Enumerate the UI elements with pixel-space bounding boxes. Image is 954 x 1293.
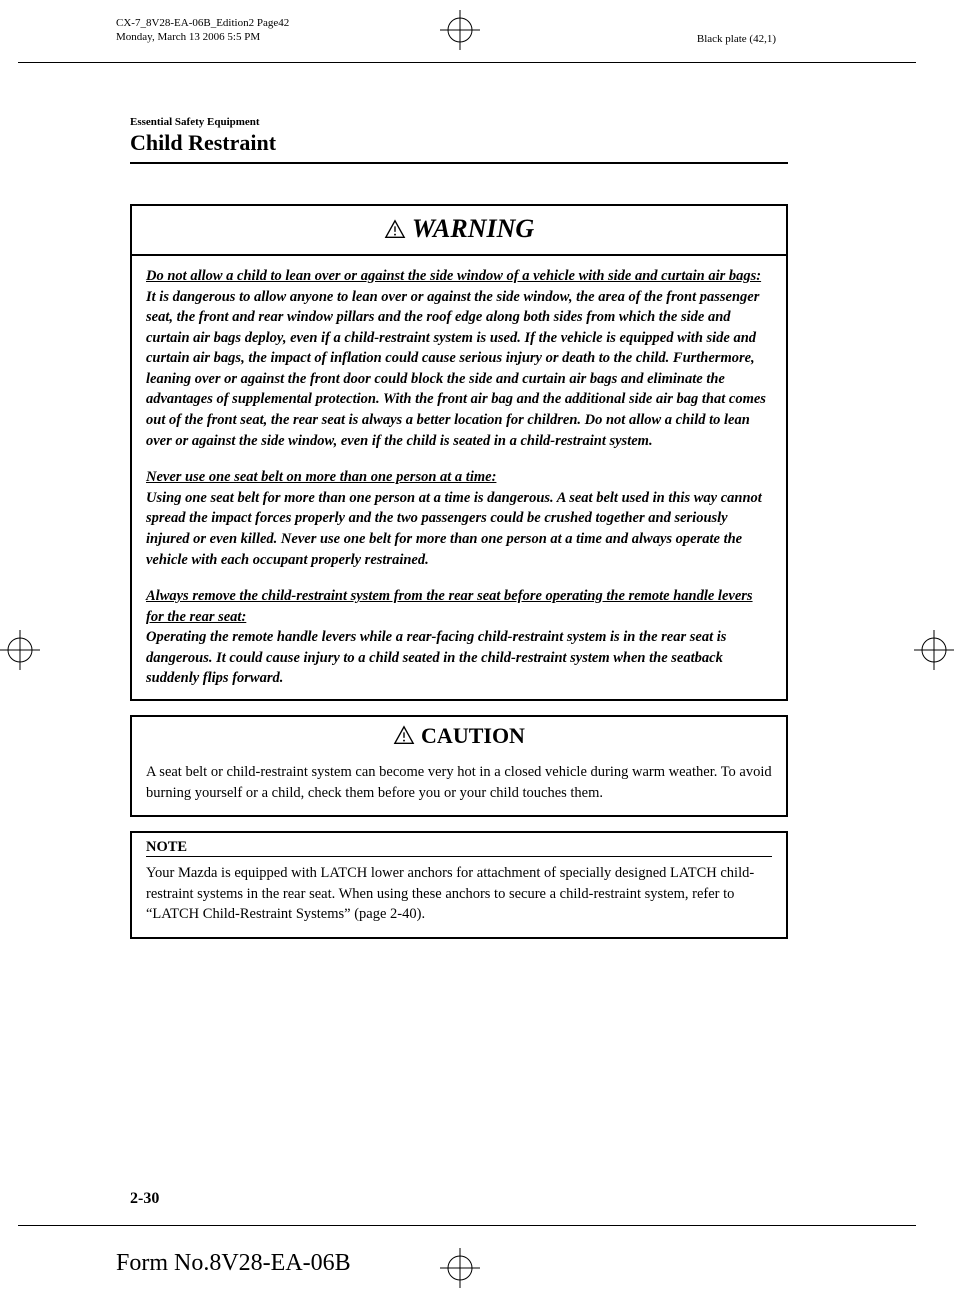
caution-title-wrapper: CAUTION — [393, 723, 525, 749]
page-header: CX-7_8V28-EA-06B_Edition2 Page42 Monday,… — [116, 16, 289, 45]
doc-id: CX-7_8V28-EA-06B_Edition2 Page42 — [116, 16, 289, 30]
warning-heading-2: Never use one seat belt on more than one… — [146, 469, 496, 485]
section-label: Essential Safety Equipment — [130, 116, 788, 128]
date-line: Monday, March 13 2006 5:5 PM — [116, 30, 289, 44]
warning-heading-3: Always remove the child-restraint system… — [146, 588, 753, 625]
warning-text-2: Using one seat belt for more than one pe… — [146, 490, 762, 568]
registration-mark-right — [914, 630, 954, 670]
note-body: Your Mazda is equipped with LATCH lower … — [132, 857, 786, 937]
caution-box: CAUTION A seat belt or child-restraint s… — [130, 715, 788, 817]
warning-header: WARNING — [132, 206, 786, 256]
warning-body: Do not allow a child to lean over or aga… — [132, 256, 786, 699]
warning-title-wrapper: WARNING — [384, 214, 534, 244]
warning-block-3: Always remove the child-restraint system… — [146, 586, 772, 689]
note-box: NOTE Your Mazda is equipped with LATCH l… — [130, 831, 788, 939]
registration-mark-left — [0, 630, 40, 670]
section-title: Child Restraint — [130, 130, 788, 156]
caution-body: A seat belt or child-restraint system ca… — [132, 758, 786, 815]
page-number: 2-30 — [130, 1190, 159, 1208]
content-area: Essential Safety Equipment Child Restrai… — [130, 116, 788, 939]
warning-triangle-icon — [384, 218, 406, 240]
top-crop-line — [18, 62, 916, 63]
registration-mark-top — [440, 10, 480, 50]
title-underline — [130, 162, 788, 164]
warning-heading-1: Do not allow a child to lean over or aga… — [146, 268, 761, 284]
warning-text-1: It is dangerous to allow anyone to lean … — [146, 289, 766, 449]
warning-box: WARNING Do not allow a child to lean ove… — [130, 204, 788, 701]
warning-title-text: WARNING — [412, 214, 534, 244]
caution-triangle-icon — [393, 725, 415, 747]
warning-text-3: Operating the remote handle levers while… — [146, 629, 726, 686]
note-title: NOTE — [132, 833, 786, 856]
warning-block-1: Do not allow a child to lean over or aga… — [146, 266, 772, 451]
registration-mark-bottom — [440, 1248, 480, 1288]
bottom-crop-line — [18, 1225, 916, 1226]
warning-block-2: Never use one seat belt on more than one… — [146, 467, 772, 570]
form-number: Form No.8V28-EA-06B — [116, 1250, 351, 1277]
caution-header: CAUTION — [132, 717, 786, 758]
black-plate: Black plate (42,1) — [697, 33, 776, 45]
caution-title-text: CAUTION — [421, 723, 525, 749]
